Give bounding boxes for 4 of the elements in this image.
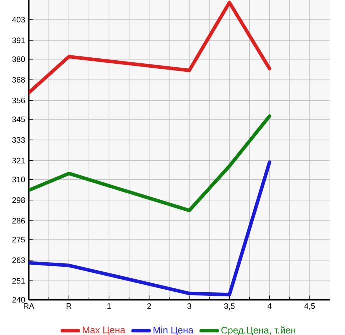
line-series xyxy=(29,160,272,297)
legend-label: Max Цена xyxy=(83,326,126,335)
line-series xyxy=(29,114,272,212)
line-series xyxy=(29,1,272,95)
